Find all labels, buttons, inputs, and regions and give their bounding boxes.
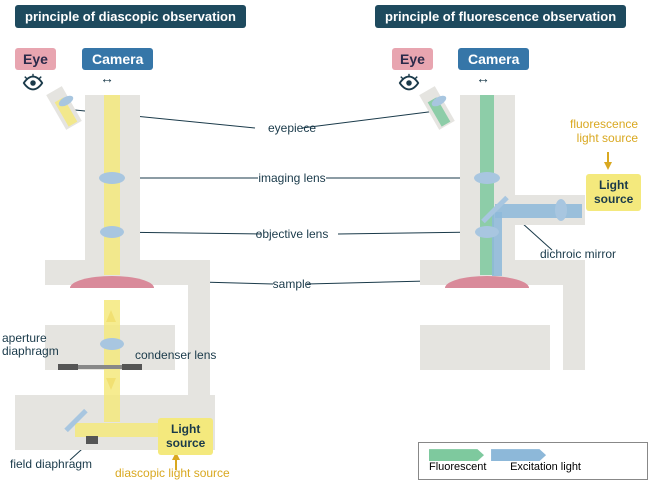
light-source-left: Lightsource bbox=[158, 418, 213, 455]
label-condenser: condenser lens bbox=[135, 348, 216, 362]
label-dichroic: dichroic mirror bbox=[540, 247, 616, 261]
imaging-left bbox=[99, 172, 125, 184]
excite-beam bbox=[495, 204, 582, 218]
legend-fluor-text: Fluorescent bbox=[429, 461, 507, 473]
title-left: principle of diascopic observation bbox=[15, 5, 246, 28]
camera-label-left: Camera bbox=[82, 48, 153, 70]
label-imaging: imaging lens bbox=[252, 171, 332, 185]
label-aperture: aperturediaphragm bbox=[2, 332, 59, 358]
condenser-left bbox=[100, 338, 124, 350]
title-right: principle of fluorescence observation bbox=[375, 5, 626, 28]
eye-icon-left bbox=[22, 72, 44, 94]
eye-icon-right bbox=[398, 72, 420, 94]
eye-label-left: Eye bbox=[15, 48, 56, 70]
legend-excite-text: Excitation light bbox=[510, 461, 581, 473]
label-eyepiece: eyepiece bbox=[252, 121, 332, 135]
legend-excite-arrow bbox=[491, 449, 546, 461]
label-sample: sample bbox=[252, 277, 332, 291]
legend: Fluorescent Excitation light bbox=[418, 442, 648, 480]
light-source-right: Lightsource bbox=[586, 174, 641, 211]
objective-left bbox=[100, 226, 124, 238]
label-fluo-src: fluorescencelight source bbox=[570, 118, 638, 146]
left-beam bbox=[104, 95, 120, 275]
camera-label-right: Camera bbox=[458, 48, 529, 70]
label-field: field diaphragm bbox=[10, 457, 92, 471]
eye-label-right: Eye bbox=[392, 48, 433, 70]
legend-fluor-arrow bbox=[429, 449, 484, 461]
camera-arrow-right: ↔ bbox=[476, 70, 490, 86]
label-dia-src: diascopic light source bbox=[115, 466, 230, 480]
camera-arrow-left: ↔ bbox=[100, 70, 114, 86]
label-objective: objective lens bbox=[252, 227, 332, 241]
